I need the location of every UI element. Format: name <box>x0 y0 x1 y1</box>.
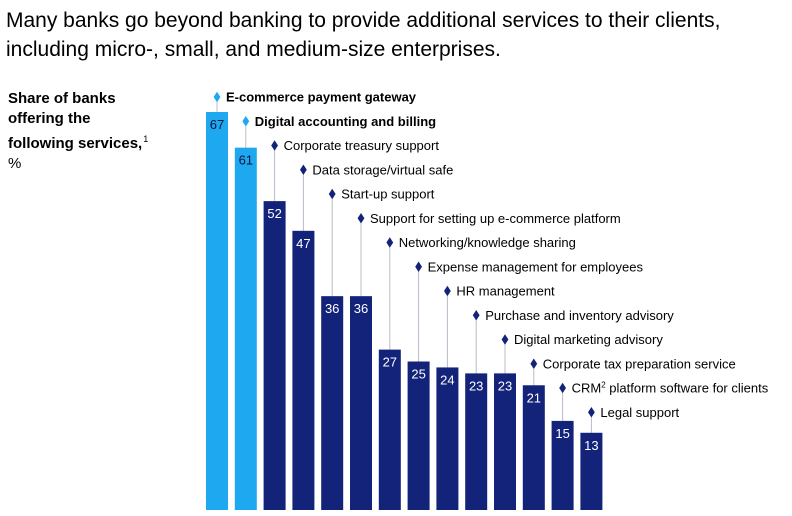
diamond-marker <box>588 407 595 418</box>
diamond-marker <box>559 382 566 394</box>
footnote-mark: 1 <box>143 134 149 144</box>
diamond-marker <box>472 310 480 321</box>
diamond-marker <box>271 140 278 151</box>
diamond-marker <box>501 334 509 345</box>
bar <box>436 367 459 510</box>
diamond-marker <box>415 261 422 272</box>
bar-value-label: 25 <box>411 367 425 382</box>
y-axis-label-line-3: following services,1 <box>8 129 188 154</box>
bar-value-label: 36 <box>354 301 368 316</box>
bar <box>350 296 372 510</box>
bar-value-label: 36 <box>325 301 339 316</box>
bar-value-label: 24 <box>440 372 454 387</box>
category-label: Digital accounting and billing <box>255 114 436 129</box>
bar-value-label: 23 <box>469 378 483 393</box>
diamond-marker <box>444 285 451 297</box>
bar <box>378 349 401 510</box>
y-axis-label: Share of banks offering the following se… <box>8 89 188 174</box>
category-label: Corporate treasury support <box>284 138 440 153</box>
category-label: E-commerce payment gateway <box>226 90 417 105</box>
category-label: HR management <box>456 284 555 299</box>
bar <box>263 201 286 510</box>
bar-value-label: 67 <box>210 117 224 132</box>
bar <box>551 420 574 510</box>
bar-value-label: 47 <box>296 236 310 251</box>
y-axis-label-line-3-text: following services, <box>8 135 143 152</box>
diamond-marker <box>386 237 394 248</box>
diamond-marker <box>357 213 365 224</box>
bar <box>292 230 315 510</box>
bar-value-label: 15 <box>555 426 569 441</box>
y-axis-label-line-2: offering the <box>8 110 91 127</box>
bar <box>407 361 430 510</box>
category-label: Support for setting up e-commerce platfo… <box>370 211 621 226</box>
bar <box>580 432 603 510</box>
y-axis-unit: % <box>8 155 22 172</box>
bar-value-label: 61 <box>239 153 253 168</box>
bar-value-label: 13 <box>584 438 598 453</box>
diamond-marker <box>242 116 250 127</box>
diamond-marker <box>300 164 307 175</box>
bar <box>206 112 228 511</box>
bar <box>465 373 488 510</box>
bar-value-label: 52 <box>267 206 281 221</box>
category-label: Start-up support <box>341 187 435 202</box>
category-label: CRM2 platform software for clients <box>572 381 769 396</box>
category-label: Legal support <box>600 405 679 420</box>
chart-title: Many banks go beyond banking to provide … <box>6 9 721 61</box>
diamond-marker <box>213 91 221 103</box>
category-label: Expense management for employees <box>428 259 644 274</box>
bar-value-label: 21 <box>527 390 541 405</box>
bar <box>494 373 516 510</box>
diamond-marker <box>530 358 538 369</box>
bar <box>522 385 545 510</box>
y-axis-label-line-1: Share of banks <box>8 90 116 107</box>
diamond-marker <box>328 188 336 200</box>
category-label: Purchase and inventory advisory <box>485 308 674 323</box>
bar <box>234 147 257 510</box>
category-label: Networking/knowledge sharing <box>399 235 576 250</box>
bar <box>321 296 344 510</box>
category-label: Data storage/virtual safe <box>312 162 453 177</box>
bar-value-label: 27 <box>383 355 397 370</box>
category-label: Digital marketing advisory <box>514 332 663 347</box>
category-label: Corporate tax preparation service <box>543 356 736 371</box>
bar-value-label: 23 <box>498 378 512 393</box>
